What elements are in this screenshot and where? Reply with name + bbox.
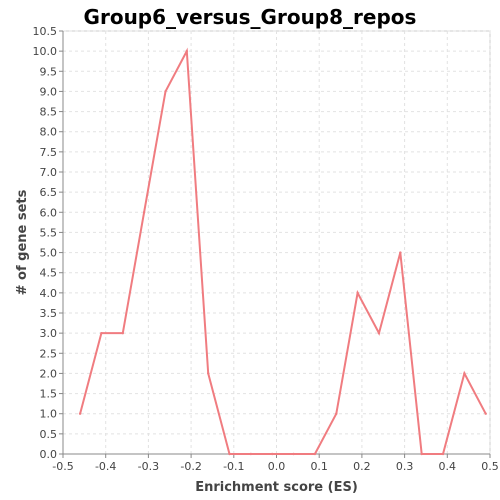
y-tick-label: 3.0 (40, 327, 58, 340)
y-tick-label: 2.0 (40, 367, 58, 380)
data-point (399, 251, 402, 254)
data-point (228, 452, 231, 456)
y-tick-label: 1.5 (40, 388, 58, 401)
y-tick-label: 1.0 (40, 408, 58, 421)
y-tick-label: 7.0 (40, 166, 58, 179)
data-point (271, 452, 274, 456)
y-tick-label: 10.5 (33, 25, 58, 38)
y-tick-label: 4.5 (40, 267, 58, 280)
data-point (121, 331, 124, 335)
data-point (463, 372, 466, 375)
y-tick-label: 3.5 (40, 307, 58, 320)
data-point (185, 49, 189, 53)
x-axis-title: Enrichment score (ES) (195, 480, 358, 495)
x-tick-label: -0.3 (138, 460, 159, 473)
x-tick-label: 0.0 (268, 460, 286, 473)
data-point (377, 331, 381, 335)
data-point (206, 372, 210, 375)
y-axis-title: # of gene sets (15, 189, 30, 295)
x-tick-label: 0.1 (310, 460, 328, 473)
y-tick-label: 0.5 (40, 428, 58, 441)
data-point (335, 412, 338, 415)
data-point (420, 452, 423, 456)
data-point (441, 452, 445, 456)
data-point (313, 452, 317, 456)
x-tick-label: 0.4 (439, 460, 457, 473)
x-tick-label: -0.2 (180, 460, 201, 473)
data-point (78, 412, 82, 415)
y-tick-label: 7.5 (40, 146, 58, 159)
y-tick-label: 6.0 (40, 206, 58, 219)
x-tick-label: 0.3 (396, 460, 414, 473)
data-point (484, 412, 487, 415)
series-line-0 (79, 47, 487, 455)
data-point (249, 452, 253, 456)
data-point (292, 452, 295, 456)
y-tick-label: 0.0 (40, 448, 58, 461)
y-tick-label: 5.5 (40, 226, 58, 239)
y-tick-label: 6.5 (40, 186, 58, 199)
data-point (142, 211, 146, 214)
y-tick-label: 5.0 (40, 247, 58, 260)
y-tick-label: 8.0 (40, 126, 58, 139)
y-tick-label: 8.5 (40, 106, 58, 119)
series-layer (78, 47, 487, 456)
data-point (164, 90, 167, 93)
x-tick-label: -0.5 (52, 460, 73, 473)
y-tick-label: 2.5 (40, 347, 58, 360)
x-tick-label: 0.5 (481, 460, 499, 473)
y-tick-label: 4.0 (40, 287, 58, 300)
data-point (356, 291, 359, 295)
x-tick-label: -0.4 (95, 460, 116, 473)
y-tick-label: 10.0 (33, 45, 58, 58)
y-tick-label: 9.5 (40, 65, 58, 78)
chart-title: Group6_versus_Group8_repos (84, 5, 417, 29)
tick-labels: 0.0 0.5 1.0 1.5 2.0 2.5 3.0 3.5 4.0 4.5 5.0 5.5 6.0 6… (33, 25, 499, 473)
x-tick-label: -0.1 (223, 460, 244, 473)
data-point (100, 331, 103, 335)
x-tick-label: 0.2 (353, 460, 371, 473)
y-tick-label: 9.0 (40, 85, 58, 98)
gridlines (62, 30, 491, 455)
